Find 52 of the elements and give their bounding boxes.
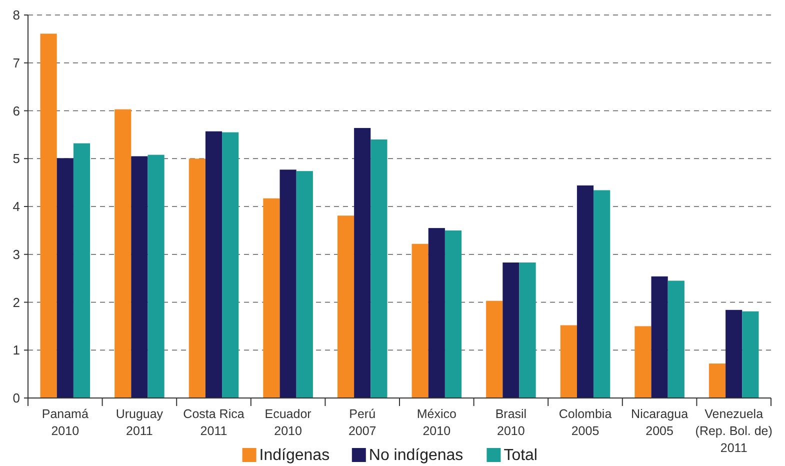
legend-label: No indígenas bbox=[368, 447, 464, 464]
bar bbox=[726, 310, 742, 398]
y-tick-label: 7 bbox=[12, 55, 20, 70]
legend-label: Indígenas bbox=[259, 447, 330, 464]
y-tick-label: 2 bbox=[12, 294, 20, 310]
bar bbox=[222, 132, 239, 398]
bar bbox=[263, 198, 280, 398]
bar bbox=[56, 158, 74, 398]
bar bbox=[354, 128, 371, 398]
bar bbox=[337, 216, 354, 398]
bar bbox=[205, 131, 222, 398]
bar bbox=[708, 364, 726, 398]
bar bbox=[280, 170, 296, 398]
y-tick-label: 5 bbox=[12, 151, 20, 166]
bar bbox=[370, 139, 388, 398]
bar bbox=[560, 325, 577, 398]
x-tick-label: Brasil 2010 bbox=[495, 407, 527, 438]
bar bbox=[651, 276, 668, 398]
x-tick-label: Costa Rica 2011 bbox=[183, 407, 244, 438]
x-tick-label: Colombia 2005 bbox=[558, 407, 612, 438]
x-tick-label: Nicaragua 2005 bbox=[631, 407, 688, 438]
y-tick-label: 3 bbox=[12, 246, 20, 262]
bar bbox=[668, 280, 684, 398]
bar bbox=[594, 190, 610, 398]
x-tick-label: Venezuela (Rep. Bol. de) 2011 bbox=[695, 407, 772, 455]
bar bbox=[742, 311, 759, 398]
y-tick-label: 4 bbox=[12, 199, 20, 214]
bar bbox=[148, 154, 164, 398]
bar bbox=[634, 326, 652, 398]
bar bbox=[296, 171, 313, 398]
y-tick-label: 1 bbox=[12, 342, 20, 358]
bar bbox=[502, 262, 520, 398]
x-tick-label: Uruguay 2011 bbox=[116, 407, 164, 438]
bar bbox=[188, 158, 206, 398]
x-tick-label: Perú 2007 bbox=[348, 407, 376, 438]
x-tick-label: Panamá 2010 bbox=[42, 407, 88, 438]
bar bbox=[428, 228, 445, 398]
x-tick-label: Ecuador 2010 bbox=[264, 407, 312, 438]
bar bbox=[444, 230, 462, 398]
bar bbox=[576, 185, 594, 398]
bar bbox=[486, 300, 503, 398]
bar bbox=[519, 262, 536, 398]
bar bbox=[73, 143, 90, 398]
bar bbox=[412, 244, 428, 398]
x-tick-label: México 2010 bbox=[416, 407, 456, 438]
bar bbox=[114, 109, 132, 398]
y-tick-label: 6 bbox=[12, 103, 20, 118]
legend-label: Total bbox=[504, 447, 538, 464]
bar bbox=[131, 156, 148, 398]
bar bbox=[40, 34, 57, 398]
y-tick-label: 8 bbox=[12, 8, 20, 23]
y-tick-label: 0 bbox=[12, 390, 20, 406]
